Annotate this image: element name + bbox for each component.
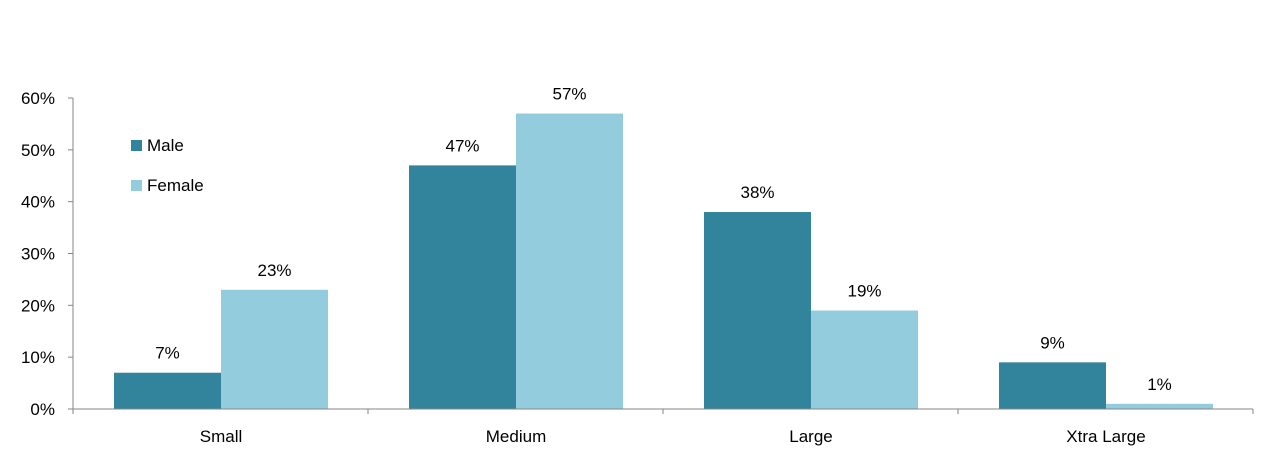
y-tick-label: 60% bbox=[21, 89, 55, 108]
bar-female-large bbox=[811, 310, 918, 409]
bars-layer bbox=[114, 113, 1213, 410]
bar-female-small bbox=[221, 289, 328, 409]
data-label-male-medium: 47% bbox=[445, 136, 479, 155]
data-label-male-large: 38% bbox=[740, 183, 774, 202]
legend-swatch-male bbox=[131, 140, 142, 151]
bar-male-medium bbox=[409, 165, 516, 409]
data-label-female-small: 23% bbox=[257, 261, 291, 280]
y-tick-label: 30% bbox=[21, 245, 55, 264]
data-label-female-xtra-large: 1% bbox=[1147, 375, 1172, 394]
y-tick-label: 20% bbox=[21, 296, 55, 315]
data-label-male-small: 7% bbox=[155, 344, 180, 363]
x-tick-label-small: Small bbox=[200, 427, 243, 446]
legend-label-female: Female bbox=[147, 176, 204, 195]
bar-male-xtra-large bbox=[999, 362, 1106, 409]
axes-layer bbox=[68, 97, 1254, 414]
legend: Male Female bbox=[131, 136, 204, 195]
bar-male-large bbox=[704, 212, 811, 409]
legend-swatch-female bbox=[131, 180, 142, 191]
bar-female-medium bbox=[516, 113, 623, 410]
bar-male-small bbox=[114, 372, 221, 409]
y-tick-label: 40% bbox=[21, 193, 55, 212]
x-tick-label-large: Large bbox=[789, 427, 832, 446]
legend-label-male: Male bbox=[147, 136, 184, 155]
bar-female-xtra-large bbox=[1106, 403, 1213, 409]
x-tick-label-medium: Medium bbox=[486, 427, 546, 446]
y-tick-label: 10% bbox=[21, 348, 55, 367]
data-label-male-xtra-large: 9% bbox=[1040, 333, 1065, 352]
y-tick-label: 0% bbox=[30, 400, 55, 419]
data-label-female-large: 19% bbox=[847, 282, 881, 301]
y-tick-label: 50% bbox=[21, 141, 55, 160]
labels-layer: 7% 23% Small 47% 57% Medium 38% 19% Large 9% 1% Xtr… bbox=[21, 85, 1172, 446]
data-label-female-medium: 57% bbox=[552, 85, 586, 104]
x-tick-label-xtra-large: Xtra Large bbox=[1066, 427, 1145, 446]
